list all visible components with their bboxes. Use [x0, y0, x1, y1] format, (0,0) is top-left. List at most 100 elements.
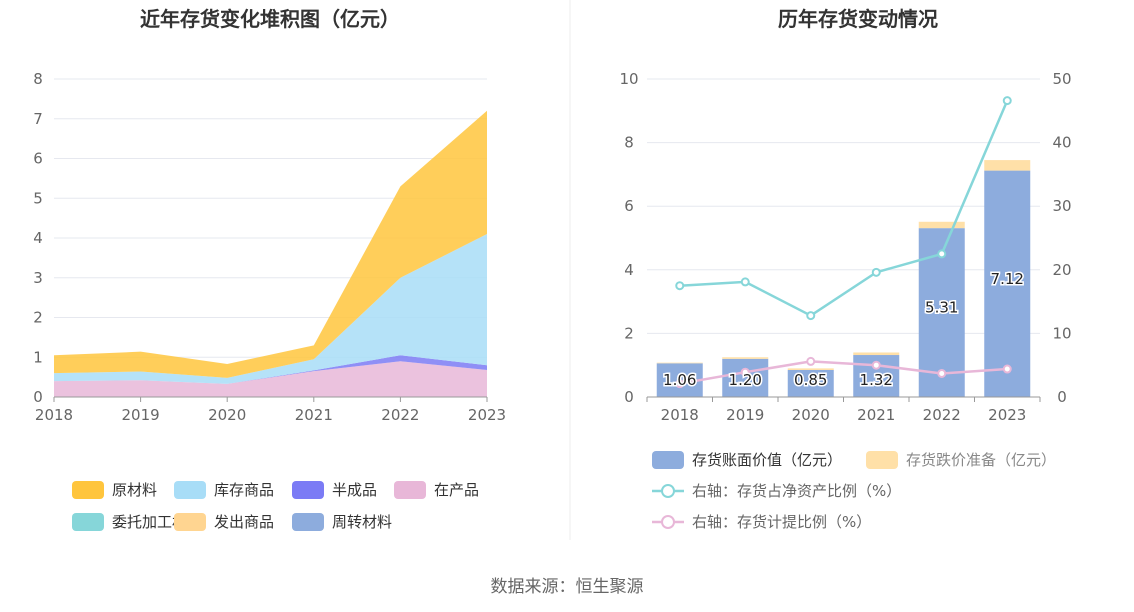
line-point-2: [871, 267, 881, 277]
bar-impairment: [656, 362, 703, 364]
left-y-tick-label: 2: [33, 309, 43, 327]
right-y-tick-label: 6: [624, 197, 634, 215]
right-x-tick-label: 2019: [726, 406, 764, 424]
line-point-2: [740, 277, 750, 287]
right-x-tick-label: 2020: [792, 406, 830, 424]
bar-book-value: [722, 358, 769, 397]
area-series-1: [54, 234, 487, 384]
right-x-tick-label: 2022: [923, 406, 961, 424]
left-x-tick-label: 2022: [381, 406, 419, 424]
bar-value-label: 7.12: [991, 270, 1024, 288]
line-series-3: [679, 360, 1008, 385]
left-y-tick-label: 6: [33, 150, 43, 168]
right-y2-tick-label: 0: [1057, 388, 1067, 406]
legend-label-2: 半成品: [332, 481, 377, 499]
line-point-3: [675, 379, 685, 389]
line-point-3: [1002, 364, 1012, 374]
left-y-tick-label: 1: [33, 348, 43, 366]
left-y-tick-label: 0: [33, 388, 43, 406]
right-y-tick-label: 2: [624, 324, 634, 342]
legend-swatch-0: [652, 451, 684, 469]
right-axes: 0 2 4 6 8 10 0 10 20 30 40 50 2018 2019 2020 2021 2022 20…: [619, 70, 1071, 424]
right-y-tick-label: 0: [624, 388, 634, 406]
line-point-3: [806, 356, 816, 366]
legend-swatch-3: [394, 481, 426, 499]
left-x-tick-label: 2020: [208, 406, 246, 424]
area-series-0: [54, 110, 487, 378]
left-x-tick-label: 2018: [35, 406, 73, 424]
bar-value-label: 1.32: [860, 371, 893, 389]
legend-label-6: 周转材料: [332, 513, 392, 531]
right-grid: [647, 78, 1040, 334]
legend-label-3: 在产品: [434, 481, 479, 499]
bar-value-label: 5.31: [925, 299, 958, 317]
data-source-label: 数据来源：恒生聚源: [491, 577, 644, 597]
line-point-3: [871, 360, 881, 370]
legend-swatch-4: [72, 513, 104, 531]
right-y2-tick-label: 40: [1052, 134, 1071, 152]
line-point-2: [1002, 96, 1012, 106]
right-y-tick-label: 10: [619, 70, 638, 88]
legend-swatch-0: [72, 481, 104, 499]
left-y-tick-label: 5: [33, 189, 43, 207]
bar-impairment: [853, 352, 900, 356]
line-point-3: [937, 368, 947, 378]
right-x-tick-label: 2023: [988, 406, 1026, 424]
left-x-tick-label: 2019: [122, 406, 160, 424]
legend-swatch-1: [866, 451, 898, 469]
bar-value-label: 0.85: [794, 371, 827, 389]
bar-impairment: [918, 221, 965, 229]
line-series-2: [679, 100, 1009, 318]
area-series-2: [54, 355, 487, 384]
left-x-tick-label: 2023: [468, 406, 506, 424]
right-line-series: [675, 96, 1012, 389]
legend-label-5: 发出商品: [214, 513, 274, 531]
legend-label-3: 右轴：存货计提比例（%）: [692, 513, 871, 531]
right-y2-tick-label: 20: [1052, 261, 1071, 279]
line-point-2: [937, 249, 947, 259]
line-point-2: [806, 311, 816, 321]
right-y-tick-label: 4: [624, 261, 634, 279]
left-chart-title: 近年存货变化堆积图（亿元）: [140, 7, 400, 31]
right-x-tick-label: 2018: [661, 406, 699, 424]
legend-swatch-6: [292, 513, 324, 531]
right-bar-labels: 1.06 1.20 0.85 1.32 5.31 7.12: [662, 268, 1026, 390]
left-area-series: [54, 110, 487, 397]
left-axes: 0 1 2 3 4 5 6 7 8 2018 2019 2020 2021 2022 2023: [33, 70, 506, 424]
bar-impairment: [984, 160, 1031, 171]
bar-book-value: [787, 369, 834, 397]
right-y2-tick-label: 10: [1052, 324, 1071, 342]
legend-label-1: 库存商品: [214, 481, 274, 499]
right-y2-tick-label: 30: [1052, 197, 1071, 215]
line-point-2: [675, 281, 685, 291]
area-series-3: [54, 361, 487, 397]
legend-marker-3: [661, 515, 675, 529]
right-y2-tick-label: 50: [1052, 70, 1071, 88]
bar-impairment: [722, 357, 769, 359]
legend-label-0: 原材料: [112, 481, 157, 499]
right-chart-title: 历年存货变动情况: [778, 7, 938, 31]
line-point-3: [740, 367, 750, 377]
legend-swatch-1: [174, 481, 206, 499]
bar-book-value: [984, 170, 1031, 397]
right-legend: 存货账面价值（亿元） 存货跌价准备（亿元） 右轴：存货占净资产比例（%） 右轴：存货计…: [652, 451, 1056, 531]
legend-marker-2: [661, 484, 675, 498]
left-y-tick-label: 7: [33, 110, 43, 128]
bar-value-label: 1.06: [663, 371, 696, 389]
legend-swatch-5: [174, 513, 206, 531]
legend-swatch-2: [292, 481, 324, 499]
legend-label-0: 存货账面价值（亿元）: [692, 451, 842, 469]
right-y-tick-label: 8: [624, 134, 634, 152]
legend-label-1: 存货跌价准备（亿元）: [906, 451, 1056, 469]
left-y-tick-label: 3: [33, 269, 43, 287]
left-y-tick-label: 4: [33, 229, 43, 247]
bar-value-label: 1.20: [729, 371, 762, 389]
right-bar-series: [656, 160, 1031, 397]
right-x-tick-label: 2021: [857, 406, 895, 424]
left-x-tick-label: 2021: [295, 406, 333, 424]
bar-impairment: [787, 368, 834, 370]
legend-label-2: 右轴：存货占净资产比例（%）: [692, 482, 901, 500]
